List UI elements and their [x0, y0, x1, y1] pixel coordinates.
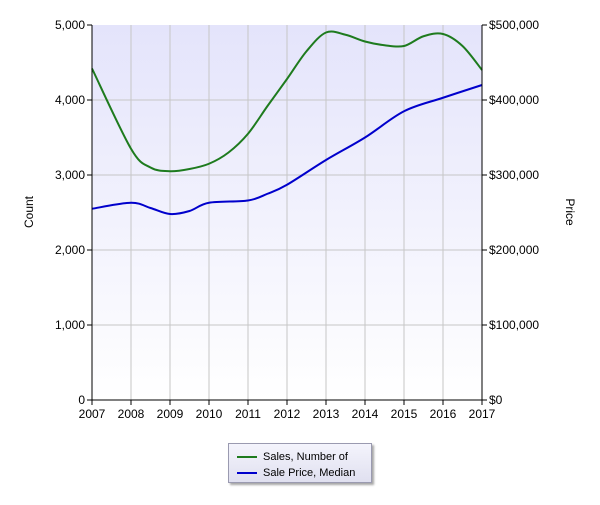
series-line-price	[91, 84, 483, 216]
x-tick-label: 2012	[274, 407, 301, 421]
legend-label-price: Sale Price, Median	[263, 467, 356, 479]
x-tick-label: 2015	[391, 407, 418, 421]
gridlines	[92, 25, 482, 400]
axes: 0 1,000 2,000 3,000 4,000 5,000 $0 $100,000 $200…	[55, 18, 539, 421]
y-tick-label-left: 1,000	[55, 318, 85, 332]
x-tick-label: 2011	[235, 407, 261, 421]
x-tick-label: 2013	[313, 407, 340, 421]
legend-item-price: Sale Price, Median	[237, 465, 371, 481]
x-tick-label: 2016	[430, 407, 457, 421]
y-tick-label-left: 4,000	[55, 93, 85, 107]
y-tick-label-left: 0	[78, 393, 85, 407]
y-tick-label-right: $100,000	[489, 318, 539, 332]
y-tick-label-right: $300,000	[489, 168, 539, 182]
y-tick-label-right: $400,000	[489, 93, 539, 107]
x-tick-label: 2010	[196, 407, 223, 421]
legend-swatch-sales	[237, 456, 257, 458]
y-axis-title-left: Count	[22, 195, 36, 228]
y-tick-label-right: $0	[489, 393, 503, 407]
y-tick-label-left: 3,000	[55, 168, 85, 182]
x-tick-label: 2009	[157, 407, 184, 421]
series-layer	[91, 30, 483, 216]
x-tick-label: 2017	[469, 407, 496, 421]
y-tick-label-right: $200,000	[489, 243, 539, 257]
x-tick-label: 2014	[352, 407, 379, 421]
y-tick-label-right: $500,000	[489, 18, 539, 32]
legend-item-sales: Sales, Number of	[237, 449, 371, 465]
x-tick-label: 2007	[79, 407, 106, 421]
legend: Sales, Number of Sale Price, Median	[228, 443, 372, 483]
legend-swatch-price	[237, 472, 257, 474]
y-tick-label-left: 5,000	[55, 18, 85, 32]
y-tick-label-left: 2,000	[55, 243, 85, 257]
series-line-sales	[91, 30, 483, 173]
x-tick-label: 2008	[118, 407, 145, 421]
legend-label-sales: Sales, Number of	[263, 451, 348, 463]
y-axis-title-right: Price	[563, 198, 577, 226]
